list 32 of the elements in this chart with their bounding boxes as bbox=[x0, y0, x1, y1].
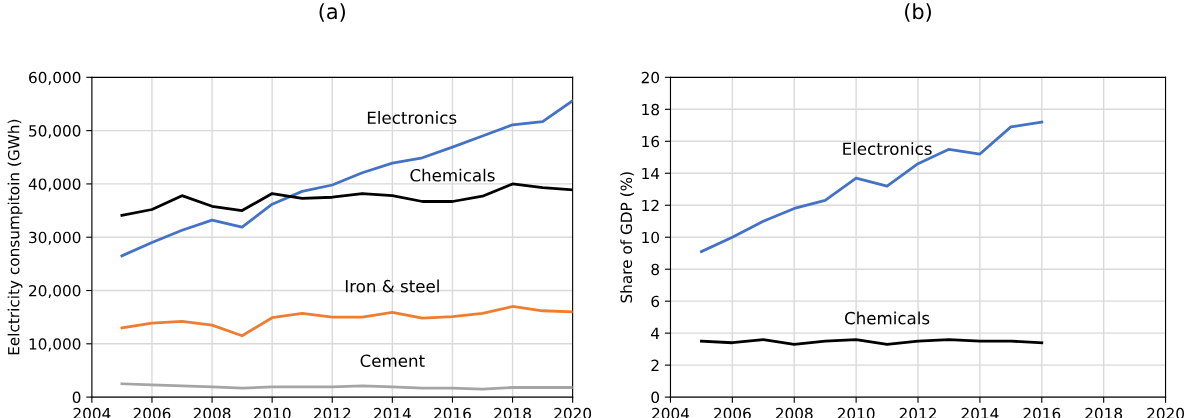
series-label: Iron & steel bbox=[345, 279, 439, 293]
series-label: Cement bbox=[360, 354, 425, 368]
series-label: Electronics bbox=[843, 142, 932, 156]
y-tick-label: 18 bbox=[642, 103, 659, 116]
y-tick-label: 0 bbox=[651, 391, 660, 404]
y-tick-label: 40,000 bbox=[28, 178, 81, 192]
series-label: Chemicals bbox=[845, 311, 930, 325]
y-tick-label: 6 bbox=[651, 295, 660, 308]
y-tick-label: 4 bbox=[651, 327, 660, 339]
y-axis-title: Eelctricity consumpitoin (GWh) bbox=[7, 119, 23, 355]
y-tick-label: 20,000 bbox=[29, 284, 81, 299]
series-label: Chemicals bbox=[410, 168, 495, 182]
y-tick-label: 8 bbox=[651, 263, 659, 276]
y-tick-label: 30,000 bbox=[29, 231, 81, 245]
y-tick-label: 14 bbox=[642, 167, 660, 180]
line-series bbox=[120, 182, 573, 217]
chart-title: (a) bbox=[319, 3, 345, 22]
series-label: Electronics bbox=[367, 111, 457, 125]
y-tick-label: 10 bbox=[642, 231, 660, 244]
line-series bbox=[120, 99, 573, 258]
chart-title: (b) bbox=[905, 3, 931, 22]
y-tick-label: 50,000 bbox=[29, 125, 81, 139]
line-series bbox=[120, 305, 573, 338]
line-series bbox=[700, 120, 1044, 253]
y-tick-label: 2 bbox=[651, 359, 659, 371]
y-tick-label: 0 bbox=[72, 391, 81, 404]
y-axis-title: Share of GDP (%) bbox=[620, 172, 634, 303]
y-tick-label: 20 bbox=[641, 71, 660, 84]
y-tick-label: 12 bbox=[642, 199, 659, 212]
y-tick-label: 10,000 bbox=[29, 338, 81, 352]
y-tick-label: 60,000 bbox=[29, 71, 81, 85]
y-tick-label: 16 bbox=[642, 135, 660, 148]
